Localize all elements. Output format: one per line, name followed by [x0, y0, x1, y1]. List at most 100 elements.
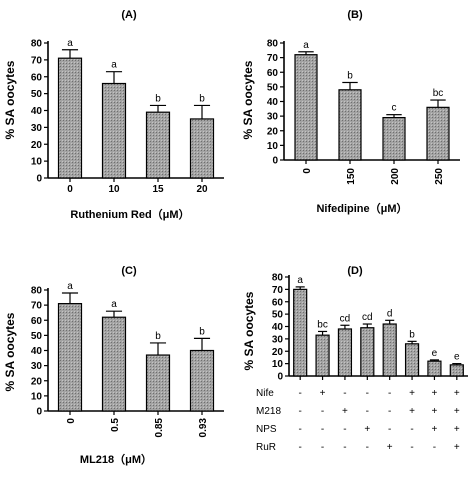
panel-d-treatment-sign: +: [364, 424, 370, 435]
panel-a-y-tick-label: 10: [31, 157, 43, 168]
panel-b-significance-letter: bc: [433, 88, 444, 99]
panel-d-y-tick-label: 10: [272, 359, 284, 370]
panel-d-treatment-sign: +: [432, 406, 438, 417]
panel-d-treatment-sign: +: [454, 424, 460, 435]
panel-d-y-tick-label: 20: [272, 347, 284, 358]
panel-b-y-tick-label: 80: [267, 39, 279, 50]
panel-b-significance-letter: a: [303, 40, 309, 51]
panel-d-treatment-sign: +: [432, 424, 438, 435]
panel-d-treatment-sign: -: [388, 388, 391, 399]
panel-d-treatment-sign: +: [387, 442, 393, 453]
panel-b-bar: [382, 116, 406, 161]
panel-a-y-tick-label: 40: [31, 106, 43, 117]
panel-d-bar: [360, 327, 375, 377]
panel-a-significance-letter: a: [67, 38, 73, 49]
panel-d-treatment-sign: +: [409, 388, 415, 399]
panel-d-y-tick-label: 40: [272, 322, 284, 333]
panel-b-x-tick-label: 0: [302, 168, 313, 174]
panel-b-y-tick-label: 30: [267, 112, 279, 123]
panel-d-y-axis-label: % SA oocytes: [242, 291, 256, 370]
panel-c-bar: [101, 316, 127, 412]
panel-d-treatment-sign: -: [343, 424, 346, 435]
panel-d-bar: [427, 360, 442, 377]
panel-d-treatment-sign: -: [388, 406, 391, 417]
panel-d-treatment-sign: -: [410, 424, 413, 435]
panel-b-plot: 0 10 20 30 40 50 60 70 80 a 0 b 150 c 200 bc 250: [267, 39, 460, 185]
panel-d-y-tick-label: 60: [272, 297, 284, 308]
panel-b-significance-letter: c: [392, 103, 397, 114]
panel-a-x-tick-label: 10: [108, 184, 120, 195]
panel-d-significance-letter: bc: [317, 319, 328, 330]
panel-c-y-axis-label: % SA oocytes: [3, 312, 17, 391]
panel-c-significance-letter: b: [155, 331, 161, 342]
panel-d-treatment-sign: +: [409, 406, 415, 417]
panel-a-x-axis-label: Ruthenium Red（μM）: [70, 208, 189, 221]
panel-c: (C) % SA oocytes 0 10 20 30 40 50 60 70 80 a 0 a 0.5…: [3, 265, 224, 466]
panel-d-title: (D): [347, 265, 363, 277]
panel-c-title: (C): [121, 265, 137, 277]
panel-c-y-tick-label: 60: [31, 316, 43, 327]
panel-b-y-tick-label: 50: [267, 82, 279, 93]
panel-a-y-tick-label: 20: [31, 140, 43, 151]
panel-d-treatment-sign: -: [366, 406, 369, 417]
panel-d-bar: [404, 343, 420, 377]
panel-d-treatment-sign: -: [410, 442, 413, 453]
panel-a-bar: [57, 57, 83, 179]
panel-d-significance-letter: d: [387, 308, 393, 319]
panel-a-y-tick-label: 0: [36, 174, 42, 185]
panel-d-treatment-sign: -: [299, 424, 302, 435]
panel-a-y-tick-label: 80: [31, 39, 43, 50]
panel-d-bar: [337, 328, 353, 377]
panel-b-bar: [338, 89, 362, 161]
panel-c-x-tick-label: 0.85: [154, 418, 165, 438]
panel-b-y-tick-label: 0: [272, 156, 278, 167]
panel-d-treatment-sign: -: [343, 442, 346, 453]
panel-a-y-tick-label: 50: [31, 89, 43, 100]
panel-b-x-axis-label: Nifedipine（μM）: [316, 202, 407, 215]
panel-b: (B) % SA oocytes 0 10 20 30 40 50 60 70 80 a 0 b 150…: [241, 9, 460, 215]
panel-c-y-tick-label: 70: [31, 301, 43, 312]
panel-b-y-axis-label: % SA oocytes: [241, 60, 255, 139]
panel-d-treatment-sign: +: [454, 406, 460, 417]
panel-d-treatment-sign: -: [299, 388, 302, 399]
panel-c-significance-letter: b: [199, 326, 205, 337]
panel-b-x-tick-label: 200: [390, 168, 401, 185]
panel-d-bar: [382, 323, 397, 377]
panel-d-treatment-sign: +: [432, 388, 438, 399]
panel-b-bar: [294, 54, 318, 161]
panel-b-x-tick-label: 250: [434, 168, 445, 185]
panel-d-treatment-sign: +: [454, 388, 460, 399]
panel-c-y-tick-label: 20: [31, 376, 43, 387]
panel-d-treatment-sign: -: [366, 388, 369, 399]
panel-d-y-tick-label: 0: [277, 372, 283, 383]
panel-c-bar: [57, 303, 83, 412]
panel-c-x-tick-label: 0: [66, 418, 77, 424]
panel-d-treatment-sign: -: [321, 406, 324, 417]
panel-a-y-tick-label: 30: [31, 123, 43, 134]
panel-d-treatment-sign: +: [454, 442, 460, 453]
panel-d-significance-letter: e: [432, 348, 438, 359]
panel-d-y-tick-label: 50: [272, 310, 284, 321]
panel-c-bar: [145, 354, 171, 412]
panel-c-x-axis-label: ML218（μM）: [80, 453, 152, 466]
panel-d-treatment-sign: +: [342, 406, 348, 417]
panel-d-treatment-label: RuR: [256, 442, 276, 453]
panel-b-x-tick-label: 150: [346, 168, 357, 185]
panel-b-y-tick-label: 20: [267, 126, 279, 137]
panel-a: (A) % SA oocytes 0 10 20 30 40 50 60 70 80 a 0 a 10 b…: [3, 9, 224, 221]
panel-c-y-tick-label: 50: [31, 331, 43, 342]
panel-c-significance-letter: a: [67, 281, 73, 292]
panel-b-significance-letter: b: [347, 70, 353, 81]
panel-c-y-tick-label: 0: [36, 407, 42, 418]
panel-a-y-tick-label: 70: [31, 55, 43, 66]
panel-c-significance-letter: a: [111, 299, 117, 310]
panel-d-bar: [293, 288, 308, 377]
panel-b-y-tick-label: 60: [267, 68, 279, 79]
panel-b-y-tick-label: 70: [267, 53, 279, 64]
panel-a-bar: [189, 118, 215, 179]
panel-a-x-tick-label: 0: [67, 184, 73, 195]
panel-d-significance-letter: cd: [340, 313, 351, 324]
panel-c-y-tick-label: 80: [31, 286, 43, 297]
